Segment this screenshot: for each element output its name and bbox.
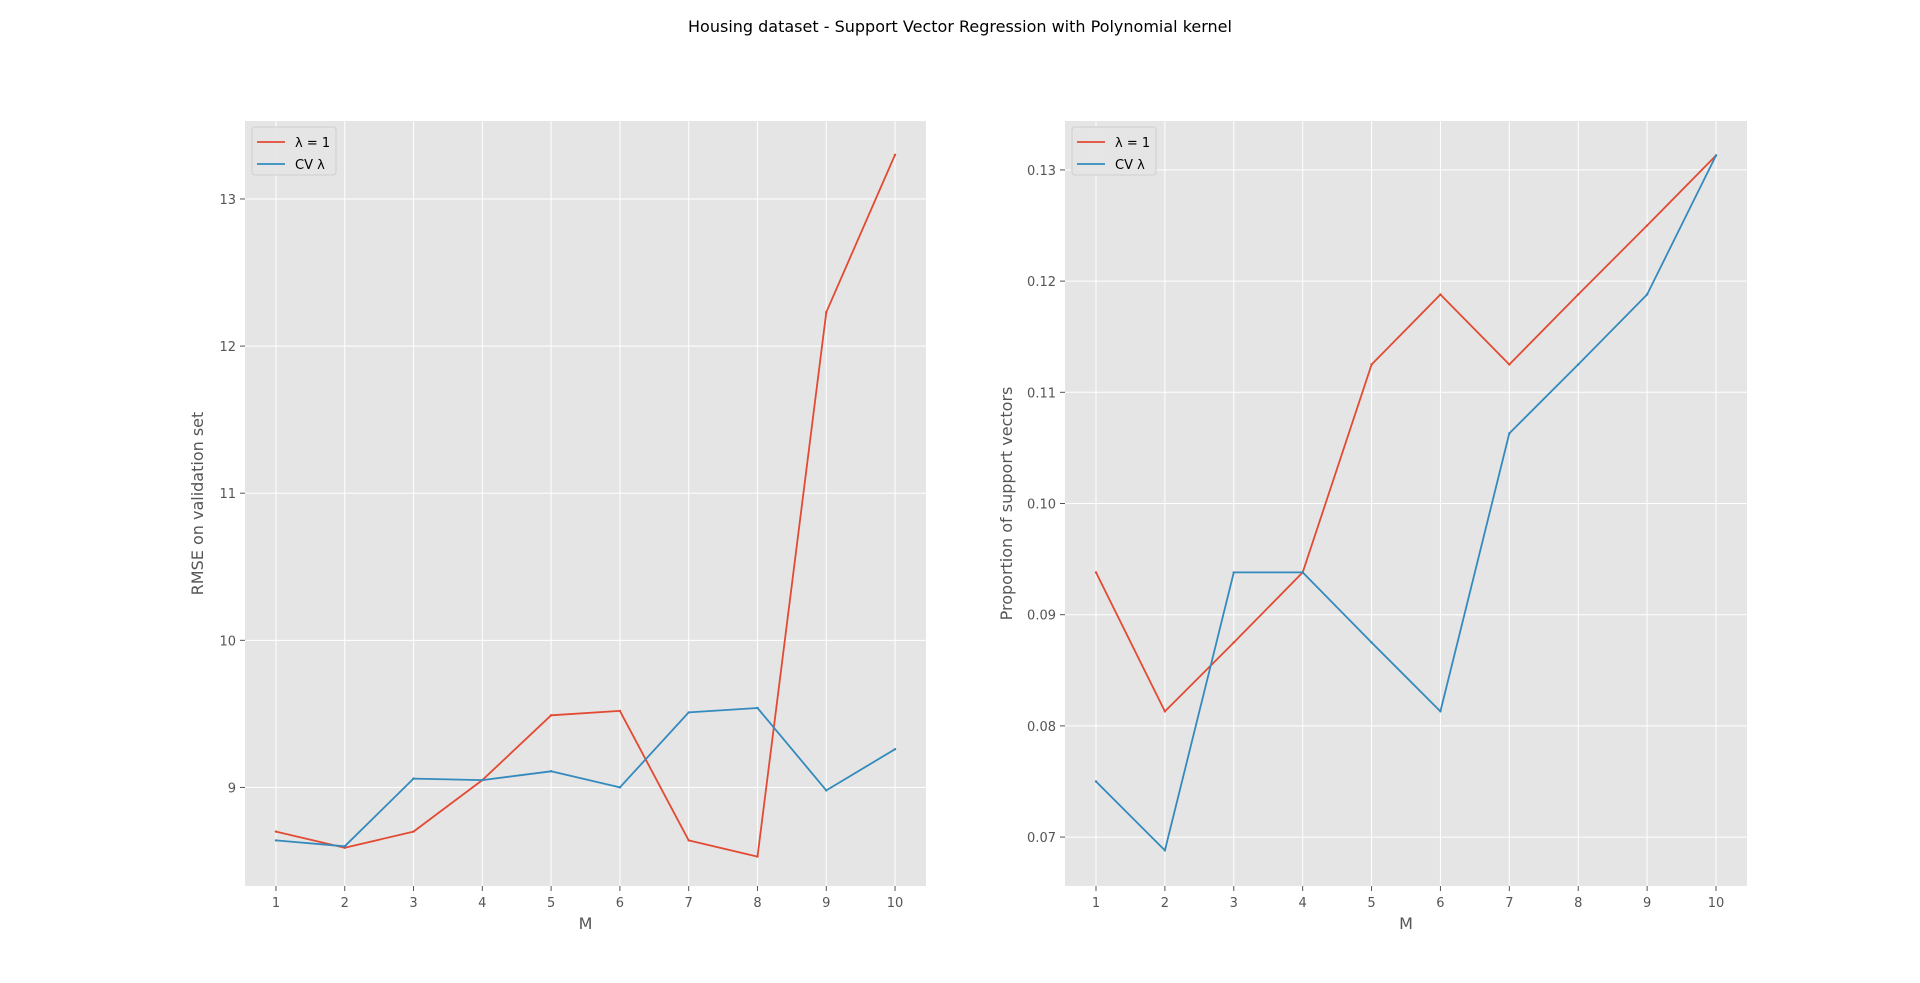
legend-entry: λ = 1 [295,136,330,151]
series-lambda-1 [1094,154,1718,713]
y-tick-label: 11 [219,487,236,502]
series-line [275,154,896,858]
data-point [825,311,828,314]
y-tick-label: 9 [228,781,236,796]
data-point [618,786,622,789]
support-vectors-chart: 1 2 3 4 5 6 7 8 9 10 0.07 0.08 0.09 0.10 0.11 0.12 0.13 M… [997,121,1747,933]
data-point [687,711,690,714]
series-line [1095,154,1717,713]
y-axis-label: Proportion of support vectors [997,387,1016,621]
legend-box [1071,126,1157,176]
data-point [549,714,553,717]
x-tick-label: 4 [478,896,486,911]
x-tick-label: 5 [1367,896,1375,911]
x-tick-label: 5 [547,896,555,911]
y-tick-label: 0.09 [1027,609,1056,624]
series-cv-lambda [274,706,897,848]
y-tick-label: 0.12 [1027,275,1056,290]
x-tick-label: 7 [1505,896,1513,911]
data-point [825,789,828,792]
y-tick-label: 10 [219,634,236,649]
x-tick-label: 8 [753,896,761,911]
data-point [687,839,690,842]
data-point [412,830,415,833]
data-point [1301,571,1304,574]
figure-title: Housing dataset - Support Vector Regress… [688,17,1232,36]
x-tick-label: 8 [1574,896,1582,911]
y-tick-label: 13 [219,193,236,208]
x-ticks: 1 2 3 4 5 6 7 8 9 10 [1092,886,1724,911]
data-point [1645,293,1649,296]
x-tick-label: 2 [341,896,349,911]
data-point [1439,710,1442,713]
data-point [274,830,278,833]
data-point [412,777,415,780]
x-tick-label: 10 [887,896,904,911]
data-point [1370,641,1373,644]
legend-entry: λ = 1 [1115,136,1150,151]
data-point [1232,571,1235,574]
x-tick-label: 7 [685,896,693,911]
y-ticks: 9 10 11 12 13 [219,193,245,796]
data-point [756,855,759,858]
data-point [1094,571,1098,574]
x-ticks: 1 2 3 4 5 6 7 8 9 10 [272,886,904,911]
x-axis-label: M [1399,914,1413,933]
data-point [893,153,897,157]
x-tick-label: 3 [409,896,417,911]
x-tick-label: 4 [1299,896,1307,911]
data-point [1163,710,1167,713]
x-tick-label: 10 [1708,896,1725,911]
legend-entry: CV λ [295,158,325,173]
data-point [756,706,759,710]
y-axis-label: RMSE on validation set [188,412,207,596]
x-tick-label: 1 [1092,896,1100,911]
data-point [343,845,346,848]
data-point [1714,154,1718,157]
data-point [1439,293,1442,296]
x-tick-label: 6 [1436,896,1444,911]
grid [1065,121,1747,886]
y-tick-label: 12 [219,340,236,355]
data-point [1645,224,1649,227]
data-point [1094,780,1098,783]
y-tick-label: 0.10 [1027,498,1056,513]
y-tick-label: 0.11 [1027,386,1056,401]
legend: λ = 1 CV λ [1071,126,1157,176]
y-tick-label: 0.07 [1027,831,1056,846]
data-point [1370,363,1373,366]
x-tick-label: 9 [822,896,830,911]
data-point [1508,363,1511,366]
x-tick-label: 2 [1161,896,1169,911]
x-tick-label: 3 [1230,896,1238,911]
plot-area [245,121,926,886]
series-line [1095,155,1717,852]
data-point [1577,293,1580,296]
data-point [1577,363,1580,366]
data-point [1232,641,1235,644]
data-point [549,770,553,773]
y-tick-label: 0.13 [1027,164,1056,179]
data-point [481,778,484,782]
x-tick-label: 1 [272,896,280,911]
x-tick-label: 6 [616,896,624,911]
series-lambda-1 [274,153,897,858]
legend-box [251,126,337,176]
data-point [618,709,622,713]
series-line [275,707,896,848]
grid [245,121,926,886]
series-cv-lambda [1094,154,1718,852]
y-tick-label: 0.08 [1027,720,1056,735]
legend-entry: CV λ [1115,158,1145,173]
data-point [893,747,897,751]
x-tick-label: 9 [1643,896,1651,911]
data-point [1163,849,1167,852]
legend: λ = 1 CV λ [251,126,337,176]
y-ticks: 0.07 0.08 0.09 0.10 0.11 0.12 0.13 [1027,164,1065,846]
x-axis-label: M [579,914,593,933]
data-point [274,839,278,842]
data-point [1508,432,1511,435]
